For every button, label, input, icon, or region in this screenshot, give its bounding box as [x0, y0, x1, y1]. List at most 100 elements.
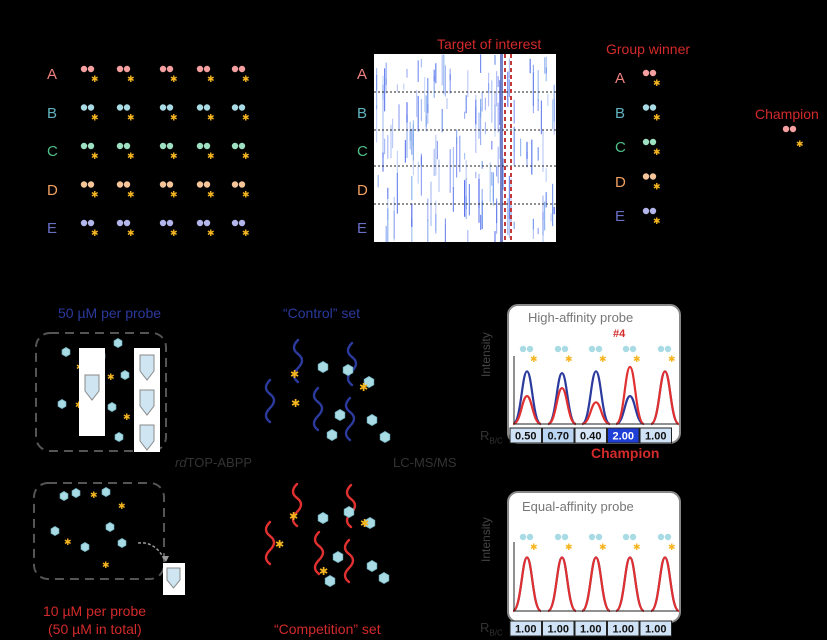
svg-text:✱: ✱ [530, 355, 538, 365]
row-letter-e-winner: E [615, 208, 626, 225]
svg-text:✱: ✱ [91, 114, 99, 124]
svg-text:✱: ✱ [359, 382, 368, 394]
tube-column-1 [79, 348, 105, 436]
ratio-cell [509, 620, 542, 637]
grid-probe: ✱ [231, 142, 250, 162]
grid-probe: ✱ [231, 219, 250, 239]
high-affinity-ratio-label: RB/C [480, 428, 503, 446]
ratio-value: 2.00 [613, 431, 634, 443]
svg-text:✱: ✱ [123, 412, 131, 422]
dashed-box-low-concentration [33, 482, 165, 580]
low-concentration-label: 10 µM per probe [43, 603, 147, 619]
champion-top-label: Champion [755, 106, 819, 122]
competition-peak [650, 370, 680, 426]
svg-text:✱: ✱ [127, 229, 135, 239]
svg-text:✱: ✱ [289, 511, 298, 523]
high-affinity-marker: #4 [613, 328, 626, 340]
ratio-cell [607, 620, 640, 637]
high-concentration-label: 50 µM per probe [58, 305, 162, 321]
row-letter-b-heatmap: B [357, 104, 368, 122]
ratio-cell [509, 427, 542, 444]
competition-peak [547, 386, 577, 426]
grid-probe: ✱ [116, 104, 135, 124]
svg-text:✱: ✱ [599, 355, 607, 365]
grid-probe: ✱ [159, 104, 178, 124]
grid-probe: ✱ [159, 65, 178, 85]
grid-probe: ✱ [196, 181, 215, 201]
competition-peak [512, 394, 542, 426]
row-letter-b: B [47, 104, 58, 122]
ratio-cell [542, 620, 575, 637]
grid-probe: ✱ [116, 181, 135, 201]
ratio-value: 0.70 [548, 431, 569, 443]
svg-text:✱: ✱ [668, 543, 676, 553]
svg-text:✱: ✱ [653, 79, 661, 89]
high-affinity-ylabel: Intensity [479, 332, 493, 377]
grid-probe: ✱ [231, 181, 250, 201]
svg-text:✱: ✱ [91, 191, 99, 201]
svg-text:✱: ✱ [360, 518, 369, 530]
row-letter-e: E [47, 220, 58, 237]
svg-text:✱: ✱ [64, 537, 72, 547]
grid-probe: ✱ [231, 65, 250, 85]
competition-peak [614, 365, 646, 426]
svg-text:✱: ✱ [127, 191, 135, 201]
row-letter-a: A [47, 66, 58, 83]
grid-probe: ✱ [159, 181, 178, 201]
ratio-value: 1.00 [613, 624, 634, 636]
ratio-cell [607, 427, 640, 444]
high-affinity-chromatogram [512, 356, 680, 426]
peak-probe-icon: ✱ [554, 533, 573, 553]
heatmap [374, 54, 556, 242]
svg-text:✱: ✱ [91, 229, 99, 239]
row-letter-a-heatmap: A [357, 66, 368, 83]
heatmap-columns [376, 54, 555, 242]
ratio-cell [639, 427, 672, 444]
ratio-cell [639, 620, 672, 637]
dashed-box-high-concentration [35, 332, 167, 452]
competition-peak [614, 556, 646, 613]
svg-text:✱: ✱ [170, 152, 178, 162]
svg-text:✱: ✱ [107, 372, 115, 382]
row-letter-d: D [47, 181, 58, 199]
control-peak [512, 370, 542, 426]
total-concentration-label: (50 µM in total) [48, 621, 142, 637]
control-set-label: “Control” set [283, 305, 361, 321]
grid-probe: ✱ [116, 65, 135, 85]
grid-probe: ✱ [116, 142, 135, 162]
svg-text:✱: ✱ [207, 229, 215, 239]
ratio-value: 0.40 [580, 431, 601, 443]
grid-probe: ✱ [196, 219, 215, 239]
svg-text:✱: ✱ [242, 114, 250, 124]
ratio-value: 0.50 [515, 431, 536, 443]
competition-set-illustration: ✱ ✱ ✱ ✱ [264, 482, 390, 587]
ratio-cell [574, 620, 607, 637]
grid-probe: ✱ [116, 219, 135, 239]
equal-affinity-ylabel: Intensity [479, 517, 493, 562]
ratio-cell [574, 427, 607, 444]
grid-probe: ✱ [80, 142, 99, 162]
peak-probe-icon: ✱ [657, 345, 676, 365]
svg-text:✱: ✱ [242, 152, 250, 162]
panel-probe-icons: ✱ ✱ ✱ ✱ ✱ ✱ ✱ ✱ ✱ ✱ [519, 345, 676, 553]
winner-probe-b: ✱ [642, 104, 661, 124]
equal-affinity-chromatogram [511, 542, 681, 613]
row-letter-d-heatmap: D [357, 181, 368, 199]
competition-peak [581, 401, 611, 426]
svg-text:✱: ✱ [653, 183, 661, 193]
grid-probe: ✱ [159, 219, 178, 239]
equal-affinity-title: Equal-affinity probe [522, 499, 634, 514]
ratio-value: 1.00 [645, 431, 666, 443]
competition-peak [580, 556, 612, 613]
svg-text:✱: ✱ [75, 400, 83, 410]
peak-probe-icon: ✱ [588, 345, 607, 365]
svg-text:✱: ✱ [599, 543, 607, 553]
svg-text:✱: ✱ [207, 75, 215, 85]
svg-text:✱: ✱ [565, 543, 573, 553]
svg-text:✱: ✱ [275, 539, 284, 551]
svg-text:✱: ✱ [102, 560, 110, 570]
svg-text:✱: ✱ [653, 148, 661, 158]
svg-text:✱: ✱ [633, 355, 641, 365]
svg-text:✱: ✱ [170, 229, 178, 239]
svg-text:✱: ✱ [242, 75, 250, 85]
